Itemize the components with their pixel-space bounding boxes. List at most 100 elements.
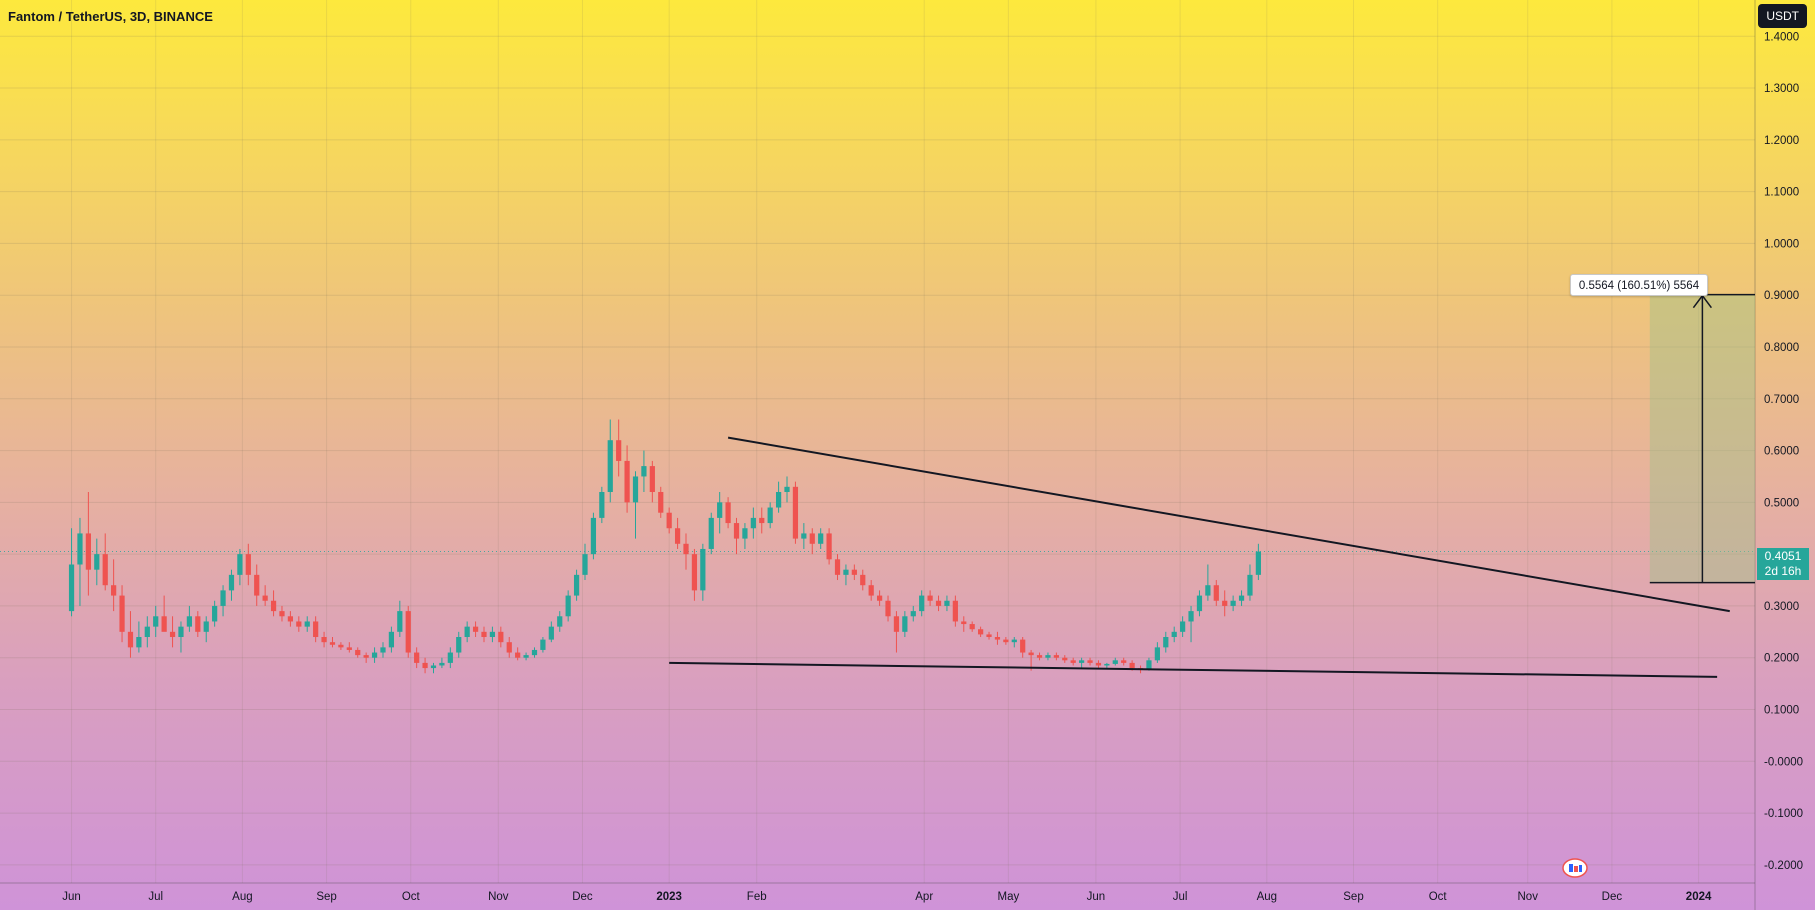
candle-body	[414, 652, 420, 663]
x-tick-label: Jun	[1087, 891, 1106, 903]
x-tick-label: Sep	[316, 891, 336, 903]
measure-label[interactable]: 0.5564 (160.51%) 5564	[1570, 274, 1708, 296]
candle-body	[725, 502, 731, 524]
x-tick-label: Jul	[1173, 891, 1188, 903]
candle-body	[119, 595, 125, 632]
y-tick-label: 1.3000	[1764, 83, 1799, 95]
candle-body	[94, 554, 100, 570]
candle-body	[245, 554, 251, 575]
x-tick-label: Nov	[1518, 891, 1539, 903]
candle-body	[1011, 639, 1017, 643]
candle-body	[346, 647, 352, 650]
x-tick-label: 2023	[656, 891, 682, 903]
candle-body	[212, 605, 218, 622]
candle-body	[708, 517, 714, 549]
x-tick-label: May	[998, 891, 1020, 903]
candle-body	[472, 626, 479, 632]
candle-body	[111, 585, 117, 596]
candle-body	[1079, 660, 1085, 663]
candle-body	[397, 611, 403, 632]
y-tick-label: -0.2000	[1764, 860, 1803, 872]
candle-body	[944, 600, 950, 606]
candle-body	[616, 440, 622, 461]
x-tick-label: Aug	[232, 891, 252, 903]
candle-body	[969, 624, 975, 630]
candle-body	[750, 517, 756, 529]
candle-body	[1188, 611, 1194, 622]
last-price-value: 0.4051	[1764, 549, 1802, 563]
candle-body	[186, 616, 192, 627]
y-tick-label: 1.1000	[1764, 187, 1799, 199]
currency-button[interactable]: USDT	[1758, 4, 1807, 28]
candle-body	[1020, 639, 1026, 653]
candle-body	[1213, 585, 1219, 601]
candle-body	[531, 649, 538, 656]
candle-body	[1230, 600, 1236, 606]
candle-body	[834, 559, 841, 575]
candle-body	[304, 621, 310, 627]
candle-body	[1146, 660, 1152, 670]
x-tick-label: Oct	[402, 891, 421, 903]
x-tick-label: Sep	[1343, 891, 1363, 903]
y-tick-label: -0.1000	[1764, 808, 1803, 820]
candle-body	[1205, 585, 1211, 596]
candle-body	[498, 631, 504, 643]
candle-body	[876, 595, 883, 601]
candle-body	[1222, 600, 1228, 606]
candle-body	[775, 491, 782, 508]
y-tick-label: 1.0000	[1764, 238, 1799, 250]
candle-body	[405, 611, 411, 653]
x-tick-label: Jun	[62, 891, 81, 903]
candle-body	[868, 585, 874, 596]
candle-body	[153, 616, 159, 627]
y-tick-label: 0.7000	[1764, 394, 1799, 406]
x-tick-label: Feb	[747, 891, 767, 903]
candle-body	[582, 554, 588, 575]
candle-body	[742, 528, 748, 539]
candle-body	[994, 637, 1001, 640]
candle-body	[902, 616, 908, 632]
candle-body	[388, 631, 395, 648]
x-tick-label: Oct	[1429, 891, 1448, 903]
candle-body	[733, 523, 740, 539]
candle-body	[927, 595, 933, 601]
y-tick-label: 0.5000	[1764, 497, 1799, 509]
candle-body	[792, 486, 799, 539]
candle-body	[279, 611, 285, 617]
candle-body	[641, 466, 647, 477]
y-tick-label: 1.4000	[1764, 31, 1799, 43]
candle-body	[220, 590, 226, 606]
candle-body	[456, 637, 462, 653]
candle-body	[1154, 647, 1160, 661]
candle-body	[759, 517, 765, 524]
candle-body	[1196, 595, 1203, 612]
candle-body	[1070, 660, 1076, 663]
candle-body	[767, 507, 773, 524]
candle-body	[85, 533, 91, 570]
candle-body	[68, 564, 75, 612]
candle-body	[77, 533, 83, 565]
candle-body	[1003, 639, 1009, 643]
candle-body	[893, 616, 900, 632]
candle-body	[784, 486, 790, 492]
candle-body	[178, 626, 184, 638]
candle-body	[464, 626, 470, 638]
candle-body	[102, 554, 108, 586]
y-tick-label: 1.2000	[1764, 135, 1799, 147]
candle-body	[1104, 663, 1110, 666]
candle-body	[1095, 662, 1102, 666]
candle-body	[851, 569, 857, 575]
candle-body	[809, 533, 815, 544]
candle-body	[632, 476, 639, 503]
y-tick-label: 0.6000	[1764, 446, 1799, 458]
candle-body	[801, 533, 807, 539]
candle-body	[1238, 595, 1245, 601]
candle-body	[607, 440, 613, 492]
candle-body	[540, 639, 546, 650]
candle-body	[363, 655, 369, 658]
candle-body	[270, 600, 277, 612]
candle-body	[978, 629, 984, 635]
candle-body	[1171, 631, 1177, 638]
x-tick-label: Dec	[572, 891, 593, 903]
